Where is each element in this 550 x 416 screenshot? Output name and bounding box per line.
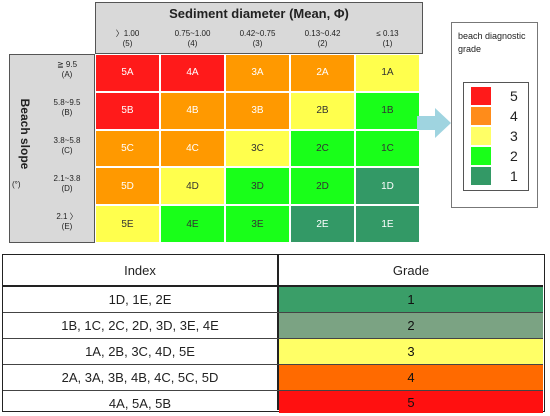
column-code: (4) [187,39,198,48]
matrix-cell-3c: 3C [225,129,290,168]
column-range: 0.13~0.42 [304,29,341,38]
grade-legend: beach diagnostic grade 5 4 3 2 1 [451,22,538,208]
row-header-band [9,54,95,243]
row-code: (D) [61,184,73,193]
column-header-band [95,2,423,54]
matrix-cell-3b: 3B [225,91,290,130]
beach-slope-unit: (°) [12,180,21,189]
matrix-cell-3d: 3D [225,167,290,206]
column-range: 0.42~0.75 [239,29,276,38]
matrix-cell-2c: 2C [290,129,355,168]
matrix-cell-4a: 4A [160,54,225,92]
table-row: 2A, 3A, 3B, 4B, 4C, 5C, 5D 4 [3,365,543,390]
row-divider [3,312,543,313]
row-divider [3,390,543,391]
matrix-cell-1e: 1E [355,205,420,243]
matrix-cell-4b: 4B [160,91,225,130]
grade-cell: 3 [279,339,543,364]
row-header-b: 5.8~9.5 (B) [39,98,95,118]
column-divider [277,255,279,410]
row-range: 2.1 〉 [56,212,78,221]
legend-label: 3 [510,128,518,144]
legend-label: 1 [510,168,518,184]
grade-cell: 5 [279,391,543,413]
legend-swatch [471,107,491,125]
legend-swatch [471,87,491,105]
index-cell: 4A, 5A, 5B [108,396,172,411]
matrix-cell-4e: 4E [160,205,225,243]
legend-label: 5 [510,88,518,104]
column-range: ≤ 0.13 [376,29,399,38]
index-cell: 1A, 2B, 3C, 4D, 5E [85,344,195,359]
matrix-cell-1a: 1A [355,54,420,92]
diagnostic-matrix: Sediment diameter (Mean, Φ) 〉1.00 (5) 0.… [9,2,423,243]
row-range: ≧ 9.5 [56,60,78,69]
sediment-diameter-title: Sediment diameter (Mean, Φ) [169,6,349,21]
matrix-cell-5b: 5B [95,91,160,130]
legend-swatch [471,147,491,165]
column-header-2: 0.75~1.00 (4) [160,29,225,51]
matrix-cell-5e: 5E [95,205,160,243]
matrix-cell-3a: 3A [225,54,290,92]
column-header-1: 〉1.00 (5) [95,29,160,51]
table-row: 1A, 2B, 3C, 4D, 5E 3 [3,339,543,364]
index-cell: 1B, 1C, 2C, 2D, 3D, 3E, 4E [61,318,219,333]
column-range: 〉1.00 [115,29,140,38]
row-header-c: 3.8~5.8 (C) [39,136,95,156]
column-header-4: 0.13~0.42 (2) [290,29,355,51]
matrix-cell-4c: 4C [160,129,225,168]
legend-items: 5 4 3 2 1 [463,82,529,191]
matrix-cell-5c: 5C [95,129,160,168]
column-range: 0.75~1.00 [174,29,211,38]
legend-swatch [471,127,491,145]
grade-header: Grade [392,262,430,278]
column-code: (3) [252,39,263,48]
matrix-cell-4d: 4D [160,167,225,206]
grade-cell: 1 [279,287,543,312]
table-row: 1D, 1E, 2E 1 [3,287,543,312]
row-header-a: ≧ 9.5 (A) [39,60,95,80]
matrix-cell-5d: 5D [95,167,160,206]
row-code: (E) [61,222,73,231]
beach-slope-title: Beach slope [18,98,32,170]
index-cell: 1D, 1E, 2E [108,292,172,307]
legend-title: beach diagnostic grade [458,31,526,54]
column-code: (2) [317,39,328,48]
row-range: 5.8~9.5 [53,98,81,107]
arrow-right-icon [417,108,451,138]
row-header-e: 2.1 〉 (E) [39,212,95,232]
row-code: (A) [61,70,73,79]
matrix-cell-3e: 3E [225,205,290,243]
index-cell: 2A, 3A, 3B, 4B, 4C, 5C, 5D [61,370,219,385]
table-row: 4A, 5A, 5B 5 [3,385,543,413]
column-header-3: 0.42~0.75 (3) [225,29,290,51]
row-code: (C) [61,146,73,155]
matrix-cell-1b: 1B [355,91,420,130]
row-divider [3,364,543,365]
matrix-cell-2d: 2D [290,167,355,206]
row-header-d: 2.1~3.8 (D) [39,174,95,194]
matrix-cell-2e: 2E [290,205,355,243]
matrix-cell-1c: 1C [355,129,420,168]
legend-swatch [471,167,491,185]
column-header-5: ≤ 0.13 (1) [355,29,420,51]
matrix-cell-1d: 1D [355,167,420,206]
index-header: Index [124,262,156,278]
grade-cell: 2 [279,313,543,338]
column-code: (1) [382,39,393,48]
table-row: 1B, 1C, 2C, 2D, 3D, 3E, 4E 2 [3,313,543,338]
matrix-cell-5a: 5A [95,54,160,92]
column-code: (5) [122,39,133,48]
row-range: 2.1~3.8 [53,174,81,183]
header-divider [3,285,543,287]
matrix-cell-2b: 2B [290,91,355,130]
row-code: (B) [61,108,73,117]
legend-label: 2 [510,148,518,164]
legend-label: 4 [510,108,518,124]
index-grade-table: Index Grade 1D, 1E, 2E 1 1B, 1C, 2C, 2D,… [2,254,545,413]
matrix-cell-2a: 2A [290,54,355,92]
row-divider [3,338,543,339]
grade-cell: 4 [279,365,543,390]
row-range: 3.8~5.8 [53,136,81,145]
